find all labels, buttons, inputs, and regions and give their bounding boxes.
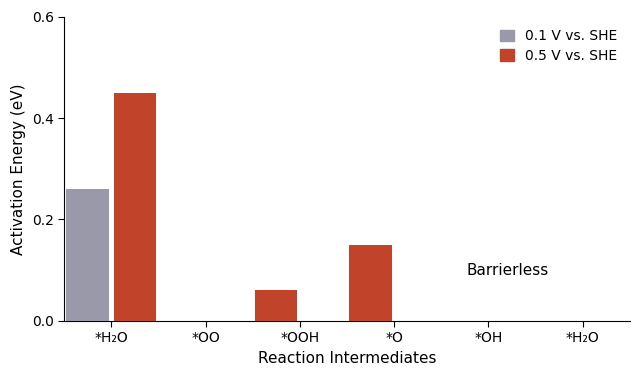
Bar xyxy=(113,93,156,321)
Text: Barrierless: Barrierless xyxy=(466,263,549,278)
Legend: 0.1 V vs. SHE, 0.5 V vs. SHE: 0.1 V vs. SHE, 0.5 V vs. SHE xyxy=(495,23,623,68)
Bar xyxy=(255,291,297,321)
Y-axis label: Activation Energy (eV): Activation Energy (eV) xyxy=(11,83,26,254)
Bar xyxy=(67,189,109,321)
Bar xyxy=(349,245,392,321)
X-axis label: Reaction Intermediates: Reaction Intermediates xyxy=(258,351,437,366)
